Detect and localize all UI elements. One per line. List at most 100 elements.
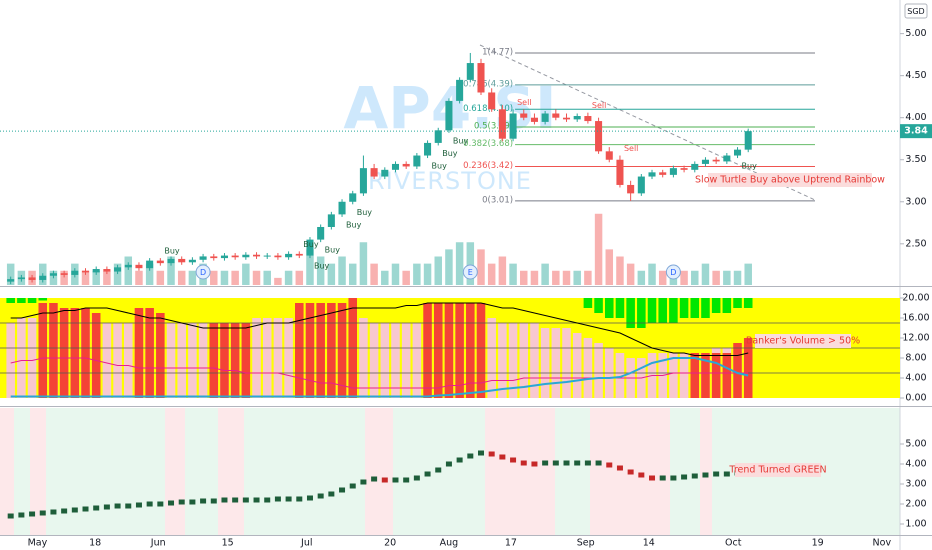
indicator-bar	[423, 303, 432, 398]
candle-body	[584, 116, 592, 122]
indicator-bar	[123, 323, 133, 398]
event-label: D	[200, 268, 206, 277]
y-tick-label: 2.00	[905, 499, 926, 510]
candle-body	[188, 259, 196, 263]
candle-body	[734, 149, 742, 156]
trend-marker	[296, 496, 303, 502]
indicator-bar	[615, 298, 625, 318]
event-label: E	[468, 268, 473, 277]
volume-bar	[562, 270, 571, 285]
candle-body	[327, 214, 335, 227]
indicator-bar	[27, 298, 37, 303]
volume-bar	[81, 270, 90, 285]
trend-marker	[659, 475, 666, 481]
indicator-bar	[604, 298, 614, 318]
y-tick-label: 5.00	[905, 439, 926, 450]
volume-bar	[487, 263, 496, 285]
indicator-bar	[262, 318, 272, 398]
volume-bar	[605, 249, 614, 285]
candle-body	[552, 113, 560, 118]
trend-marker	[82, 506, 89, 512]
trend-marker	[627, 469, 634, 475]
trend-marker	[221, 497, 228, 503]
trend-marker	[606, 462, 613, 468]
trend-marker	[157, 501, 164, 507]
signal: Sell	[592, 101, 606, 110]
volume-bar	[92, 270, 100, 285]
indicator-bar	[38, 298, 48, 301]
candle-body	[359, 168, 367, 194]
fib-label: 0.618(4.10)	[463, 104, 513, 114]
trend-marker	[7, 513, 14, 519]
indicator-bar	[230, 323, 240, 398]
trend-marker	[574, 460, 581, 466]
volume-bar	[423, 263, 432, 285]
candle-body	[573, 116, 581, 120]
indicator-bar	[166, 323, 176, 398]
volume-bar	[626, 263, 635, 285]
volume-bar	[658, 270, 667, 285]
zone-pink	[0, 408, 14, 535]
x-tick-label: 19	[812, 538, 824, 549]
annotation: Banker's Volume > 50%	[746, 336, 860, 347]
candle-body	[659, 172, 667, 175]
volume-bar	[434, 256, 442, 285]
x-tick-label: Oct	[725, 538, 742, 549]
indicator-line	[10, 357, 749, 389]
volume-bar	[445, 249, 453, 285]
candle-body	[17, 277, 25, 280]
volume-bar	[274, 277, 282, 285]
candle-body	[680, 168, 688, 170]
indicator-bar	[188, 323, 197, 398]
candle-body	[253, 254, 261, 257]
candle-body	[477, 63, 485, 93]
zone-pink	[165, 408, 185, 535]
zone-pink	[30, 408, 46, 535]
volume-bar	[594, 213, 603, 285]
trend-marker	[71, 507, 78, 513]
indicator-bar	[530, 323, 539, 398]
trend-marker	[210, 498, 217, 504]
event-label: D	[670, 268, 676, 277]
x-tick-label: Jun	[150, 538, 166, 549]
event-marker	[195, 264, 211, 280]
trend-marker	[413, 475, 420, 481]
volume-bar	[60, 270, 68, 285]
candle-body	[530, 117, 538, 122]
trend-marker	[168, 500, 175, 506]
indicator-bar	[401, 323, 411, 398]
indicator-bar	[711, 298, 721, 313]
candle-body	[220, 255, 228, 259]
trend-marker	[563, 460, 570, 466]
candle-body	[744, 131, 752, 150]
x-tick-label: Nov	[873, 538, 892, 549]
candle-body	[263, 255, 271, 257]
indicator-bar	[38, 303, 48, 398]
candle-body	[627, 184, 635, 194]
volume-bar	[167, 256, 175, 285]
trend-marker	[670, 475, 677, 481]
trend-marker	[371, 476, 378, 482]
trend-marker	[135, 502, 142, 508]
trend-marker	[93, 505, 100, 511]
indicator-bar	[594, 298, 603, 313]
indicator-bar	[316, 303, 325, 398]
volume-bar	[723, 270, 731, 285]
indicator-bar	[6, 298, 15, 303]
trend-marker	[264, 497, 271, 503]
indicator-bar	[284, 318, 293, 398]
trend-marker	[499, 454, 506, 460]
y-tick-label: 4.00	[905, 112, 926, 123]
candle-body	[39, 275, 47, 280]
volume-bar	[584, 270, 592, 285]
candle-body	[413, 155, 421, 167]
volume-bar	[242, 263, 250, 285]
trend-marker	[103, 504, 110, 510]
indicator-bar	[380, 323, 390, 398]
signal: Buy	[357, 208, 373, 217]
trend-marker	[50, 509, 57, 515]
candle-body	[124, 264, 132, 268]
zone-pink	[485, 408, 555, 535]
candle-body	[28, 277, 36, 280]
candle-body	[381, 169, 389, 177]
